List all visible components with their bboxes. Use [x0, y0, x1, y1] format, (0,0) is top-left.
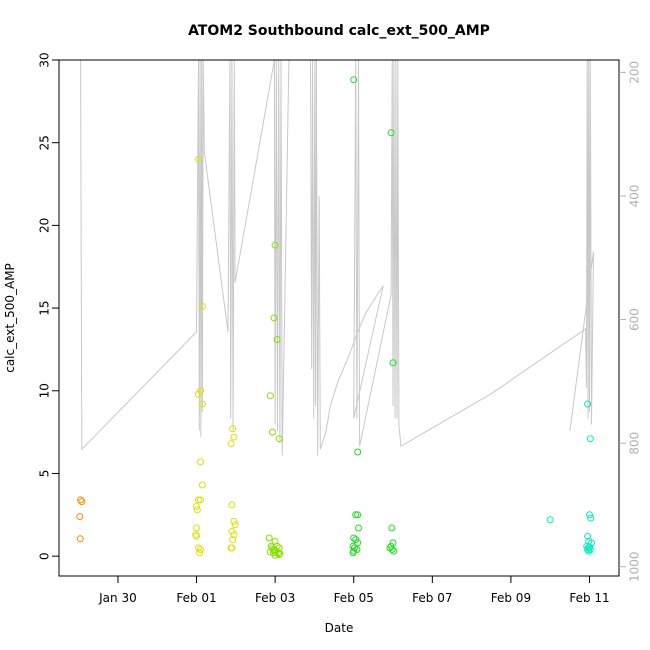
data-point [266, 392, 274, 400]
y-tick-label: 5 [38, 470, 52, 478]
data-point [198, 481, 206, 489]
y-axis-label: calc_ext_500_AMP [3, 263, 17, 373]
x-tick-label: Jan 30 [98, 591, 137, 605]
y2-tick-label: 400 [628, 184, 642, 207]
data-point [265, 534, 273, 542]
data-point [270, 549, 278, 557]
data-point [195, 544, 202, 552]
y-tick-label: 25 [38, 135, 52, 150]
data-point [195, 390, 202, 398]
data-point [271, 241, 279, 249]
y2-tick-label: 200 [628, 61, 642, 84]
x-tick-label: Feb 09 [491, 591, 531, 605]
y-tick-label: 30 [38, 52, 52, 67]
data-point [273, 336, 281, 343]
data-point [228, 501, 236, 509]
data-point [228, 527, 236, 535]
data-point [350, 76, 358, 84]
data-point [76, 535, 84, 543]
points-layer [76, 76, 595, 559]
y-axis: 0 5 10 15 20 25 30 [38, 52, 59, 560]
data-point [266, 548, 274, 556]
data-point [586, 511, 593, 519]
data-point [193, 524, 200, 532]
data-point [77, 496, 85, 504]
x-axis-label: Date [325, 621, 354, 635]
data-point [389, 359, 397, 367]
x-tick-label: Feb 01 [176, 591, 216, 605]
x-axis: Jan 30 Feb 01 Feb 03 Feb 05 Feb 07 Feb 09 Feb … [98, 575, 610, 605]
data-point [198, 400, 206, 408]
data-point [268, 428, 276, 436]
data-point [231, 521, 239, 529]
data-point [78, 498, 86, 506]
data-point [229, 536, 237, 544]
data-point [349, 549, 357, 557]
y-tick-label: 10 [38, 383, 52, 398]
data-point [275, 435, 283, 443]
data-point [229, 425, 237, 433]
data-point [193, 503, 200, 510]
data-point [354, 539, 362, 547]
data-point [388, 524, 396, 532]
data-point [227, 440, 235, 448]
x-tick-label: Feb 03 [255, 591, 295, 605]
y-tick-label: 20 [38, 218, 52, 233]
data-point [584, 400, 592, 408]
y2-tick-label: 800 [628, 432, 642, 455]
data-point [584, 532, 592, 540]
secondary-trace-layer [80, 59, 594, 456]
data-point [354, 511, 362, 519]
data-point [195, 155, 202, 163]
data-point [390, 547, 398, 555]
secondary-y-axis: 200 400 600 800 1000 [619, 61, 642, 582]
data-point [270, 314, 278, 322]
secondary-trace-line [80, 59, 594, 456]
data-point [354, 448, 362, 456]
x-tick-label: Feb 07 [412, 591, 452, 605]
data-point [350, 534, 358, 542]
x-tick-label: Feb 11 [569, 591, 609, 605]
y-tick-label: 0 [38, 552, 52, 560]
data-point [196, 549, 204, 557]
data-point [355, 524, 362, 532]
data-point [76, 513, 84, 520]
chart-title: ATOM2 Southbound calc_ext_500_AMP [188, 23, 490, 39]
data-point [587, 514, 595, 522]
data-point [193, 506, 201, 514]
data-point [193, 532, 200, 540]
data-point [585, 547, 593, 555]
data-point [388, 546, 396, 553]
data-point [197, 496, 204, 504]
x-tick-label: Feb 05 [334, 591, 374, 605]
y2-tick-label: 1000 [628, 551, 642, 582]
data-point [546, 516, 554, 524]
y2-tick-label: 600 [628, 308, 642, 331]
data-point [195, 496, 202, 504]
data-point [230, 531, 238, 539]
data-point [197, 458, 204, 466]
data-point [586, 435, 594, 443]
data-point [387, 129, 395, 137]
data-point [586, 546, 594, 553]
data-point [230, 433, 238, 441]
data-point [198, 302, 206, 310]
data-point [197, 546, 204, 553]
y-tick-label: 15 [38, 300, 52, 315]
data-point [230, 517, 238, 525]
data-point [352, 511, 360, 519]
plot-frame [58, 59, 620, 577]
data-point [228, 544, 236, 552]
data-point [584, 546, 592, 553]
data-point [588, 539, 595, 547]
